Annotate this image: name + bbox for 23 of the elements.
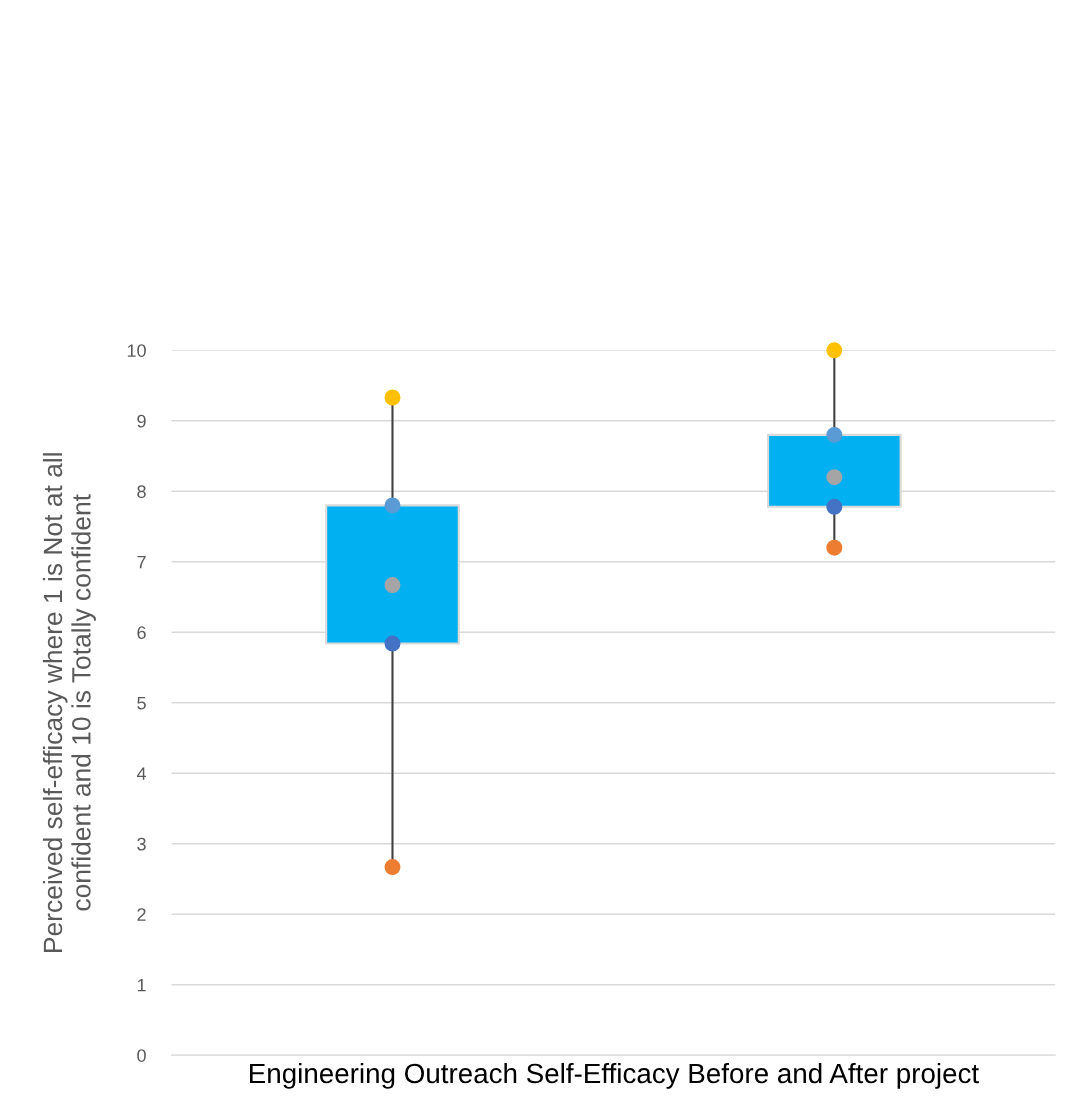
- y-tick-label: 7: [137, 555, 146, 569]
- y-tick-label: 3: [137, 837, 146, 851]
- point: [826, 498, 843, 515]
- y-tick-label: 1: [137, 978, 146, 992]
- y-tick-label: 8: [137, 485, 146, 498]
- point: [384, 635, 401, 652]
- y-tick-label: 10: [127, 344, 146, 358]
- y-tick-label: 6: [137, 626, 146, 639]
- y-tick-label: 5: [137, 696, 146, 710]
- y-tick-label: 4: [136, 767, 147, 780]
- x-axis-title: Engineering Outreach Self-Efficacy Before and After project: [250, 1062, 979, 1089]
- point: [384, 859, 401, 876]
- point: [384, 389, 401, 406]
- y-tick-label: 2: [137, 908, 146, 921]
- point: [826, 342, 843, 359]
- point: [384, 577, 401, 594]
- y-tick-label: 9: [137, 414, 146, 428]
- y-axis-title: Perceived self-efficacy where 1 is Not at all confident and 10 is Totally confident: [42, 453, 96, 952]
- point: [826, 469, 843, 486]
- point: [826, 426, 843, 443]
- point: [384, 497, 401, 514]
- point: [826, 539, 843, 556]
- y-tick-label: 0: [137, 1049, 146, 1062]
